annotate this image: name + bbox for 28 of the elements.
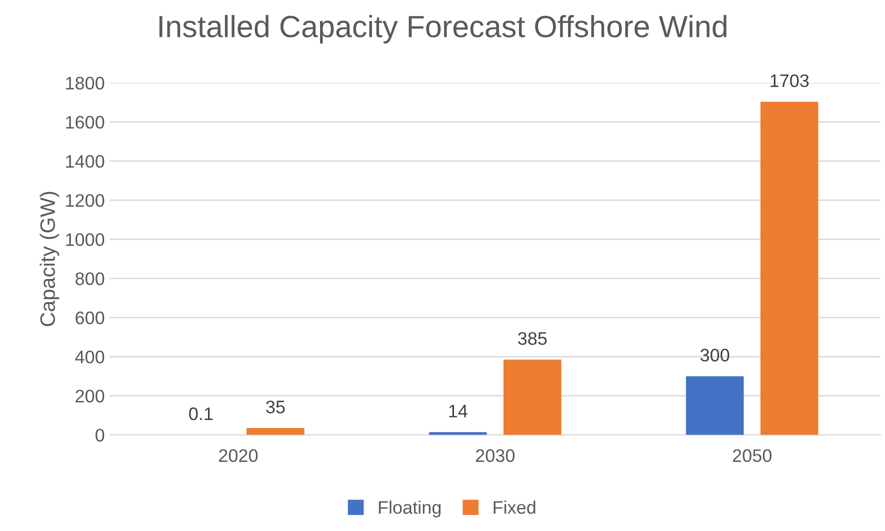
x-tick-label: 2020: [219, 449, 258, 462]
y-tick-label: 1600: [66, 116, 104, 129]
data-label: 1703: [770, 74, 809, 88]
data-label: 385: [518, 332, 547, 345]
legend-label: Floating: [378, 500, 441, 518]
legend-label: Fixed: [494, 500, 536, 514]
y-tick-label: 800: [76, 272, 104, 286]
y-tick-label: 1400: [66, 155, 104, 168]
y-tick-label: 200: [76, 390, 104, 402]
bar: [760, 102, 818, 435]
bar: [504, 360, 562, 435]
y-tick-label: 1800: [66, 76, 104, 90]
x-tick-label: 2050: [732, 449, 772, 462]
bar: [686, 376, 744, 435]
bar: [428, 432, 487, 435]
x-tick-label: 2030: [476, 449, 515, 462]
bar: [246, 428, 304, 435]
y-tick-label: 600: [76, 311, 104, 324]
data-label: 300: [700, 348, 730, 362]
chart-title: Installed Capacity Forecast Offshore Wind: [159, 14, 726, 44]
y-tick-label: 1000: [66, 233, 104, 246]
y-tick-label: 400: [75, 350, 104, 364]
data-label: 0.1: [189, 407, 213, 420]
y-axis-title: Capacity (GW): [40, 192, 60, 326]
y-tick-label: 1200: [66, 194, 104, 207]
data-label: 14: [449, 404, 468, 418]
data-label: 35: [266, 400, 285, 414]
y-tick-label: 0: [96, 428, 104, 442]
